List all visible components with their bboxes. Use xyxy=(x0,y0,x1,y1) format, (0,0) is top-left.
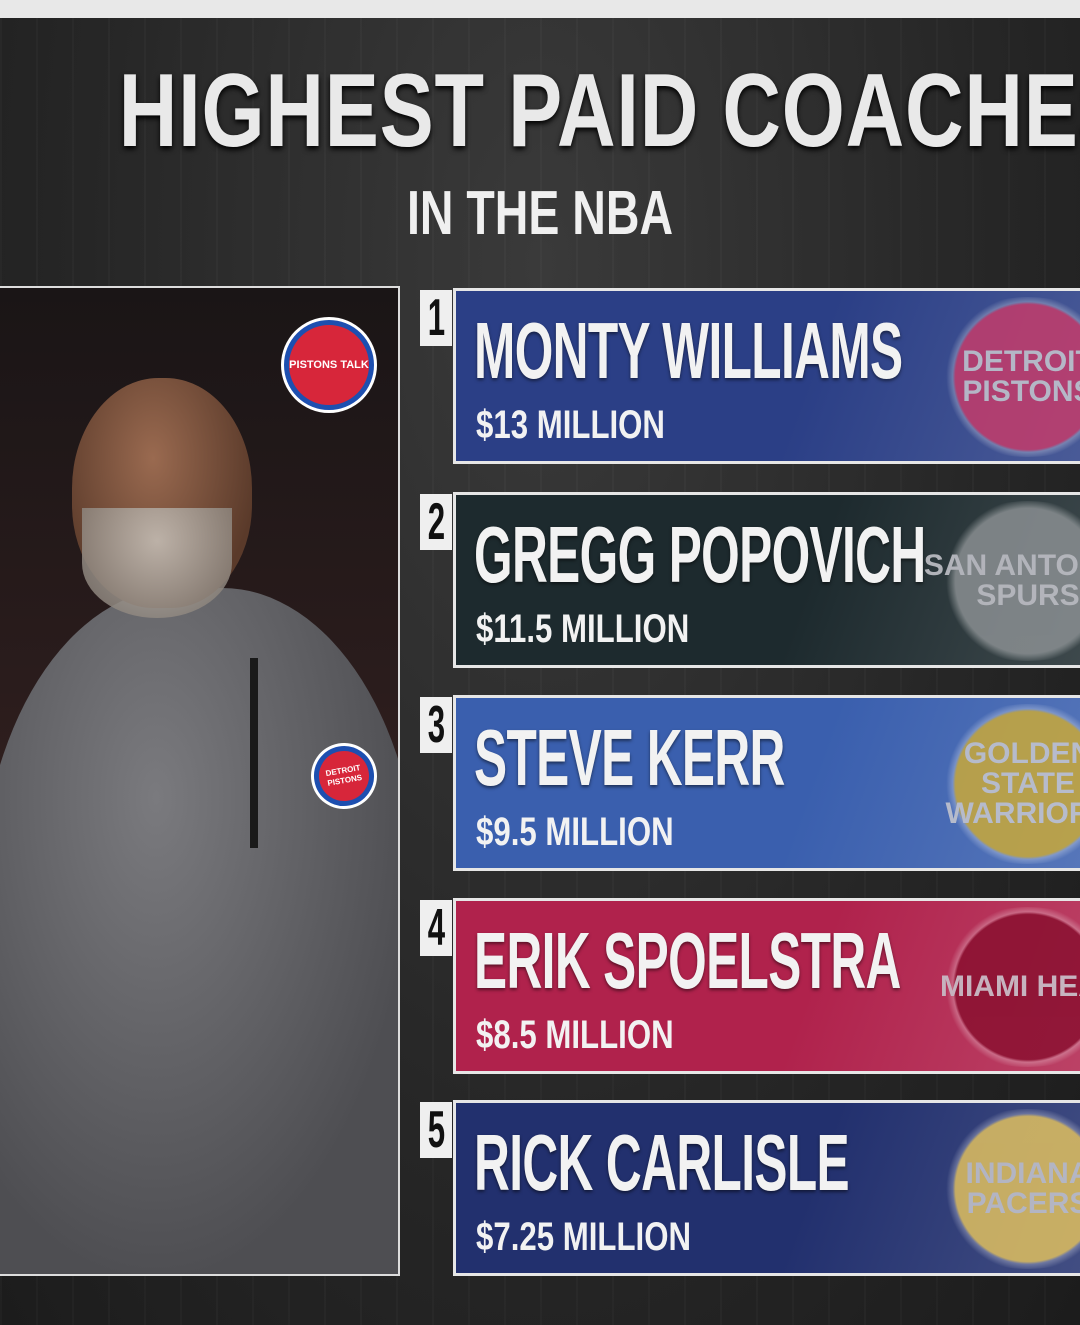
coach-salary: $7.25 MILLION xyxy=(476,1215,691,1259)
pistons-talk-watermark: PISTONS TALK xyxy=(284,320,374,410)
coach-card: INDIANA PACERS RICK CARLISLE $7.25 MILLI… xyxy=(453,1100,1080,1276)
team-logo: GOLDEN STATE WARRIORS xyxy=(923,704,1080,864)
team-logo: DETROIT PISTONS xyxy=(923,297,1080,457)
coach-body xyxy=(0,588,398,1274)
rank-badge: 5 xyxy=(420,1102,452,1158)
coach-salary: $11.5 MILLION xyxy=(476,607,690,651)
team-logo: INDIANA PACERS xyxy=(923,1109,1080,1269)
coach-salary: $8.5 MILLION xyxy=(476,1013,674,1057)
coach-name: RICK CARLISLE xyxy=(474,1118,850,1207)
team-logo: SAN ANTONIO SPURS xyxy=(923,501,1080,661)
coach-salary: $9.5 MILLION xyxy=(476,810,674,854)
zipper xyxy=(250,658,258,848)
coach-card: MIAMI HEAT ERIK SPOELSTRA $8.5 MILLION xyxy=(453,898,1080,1074)
coach-beard xyxy=(82,508,232,618)
coach-card: GOLDEN STATE WARRIORS STEVE KERR $9.5 MI… xyxy=(453,695,1080,871)
page-title: HIGHEST PAID COACHES xyxy=(118,53,1080,169)
coach-name: GREGG POPOVICH xyxy=(474,510,926,599)
rank-number: 1 xyxy=(427,289,445,347)
coach-salary: $13 MILLION xyxy=(476,403,665,447)
team-logo-text: DETROIT PISTONS xyxy=(962,345,1080,408)
coach-name: STEVE KERR xyxy=(474,713,785,802)
rank-badge: 4 xyxy=(420,900,452,956)
rank-badge: 2 xyxy=(420,494,452,550)
team-logo-text: GOLDEN STATE WARRIORS xyxy=(945,737,1080,830)
coach-photo: PISTONS TALK DETROIT PISTONS xyxy=(0,286,400,1276)
rank-number: 4 xyxy=(427,899,445,957)
team-logo: MIAMI HEAT xyxy=(923,907,1080,1067)
rank-badge: 1 xyxy=(420,290,452,346)
coach-card: DETROIT PISTONS MONTY WILLIAMS $13 MILLI… xyxy=(453,288,1080,464)
team-logo-text: INDIANA PACERS xyxy=(965,1157,1080,1220)
coach-name: ERIK SPOELSTRA xyxy=(474,916,901,1005)
page-subtitle: IN THE NBA xyxy=(406,179,674,248)
top-bar xyxy=(0,0,1080,18)
coach-name: MONTY WILLIAMS xyxy=(474,306,903,395)
rank-number: 2 xyxy=(427,493,445,551)
rank-number: 5 xyxy=(427,1101,445,1159)
team-logo-text: MIAMI HEAT xyxy=(939,970,1080,1003)
rank-badge: 3 xyxy=(420,697,452,753)
coach-card: SAN ANTONIO SPURS GREGG POPOVICH $11.5 M… xyxy=(453,492,1080,668)
team-logo-text: SAN ANTONIO SPURS xyxy=(923,549,1080,612)
rank-number: 3 xyxy=(427,696,445,754)
